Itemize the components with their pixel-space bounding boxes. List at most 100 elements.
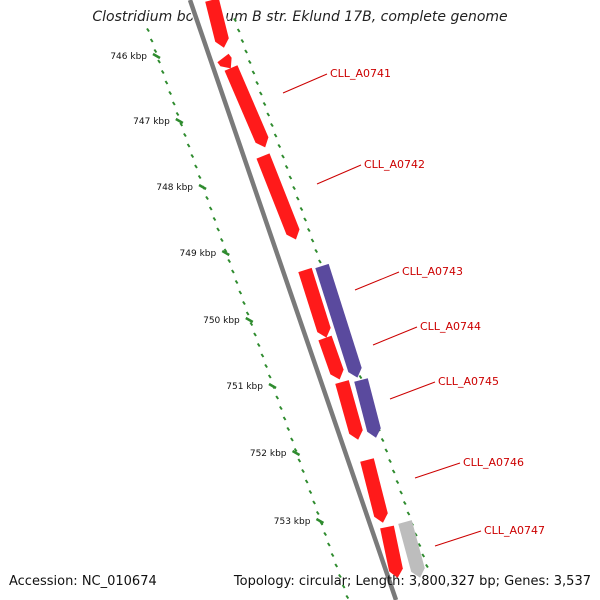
tick-dot xyxy=(266,112,271,117)
tick-dot xyxy=(270,122,274,128)
tick-dot xyxy=(334,563,339,568)
gene-arrow xyxy=(315,263,362,378)
kbp-tick-mark xyxy=(315,517,325,525)
tick-dot xyxy=(293,447,298,453)
tick-dot xyxy=(146,27,150,33)
major-tick-ring xyxy=(146,27,350,600)
tick-dot xyxy=(308,489,313,495)
gene-arrow xyxy=(298,267,331,338)
kbp-tick-mark xyxy=(198,183,207,191)
tick-dot xyxy=(341,584,346,589)
kbp-tick-label: 749 kbp xyxy=(180,249,217,259)
tick-dot xyxy=(264,363,268,369)
gene-leader-line xyxy=(389,381,436,400)
tick-dot xyxy=(421,553,426,558)
tick-dot xyxy=(212,216,217,222)
kbp-tick-mark xyxy=(245,316,254,324)
gene-label: CLL_A0743 xyxy=(402,265,463,278)
tick-dot xyxy=(227,258,232,264)
feature-blocks xyxy=(205,0,425,578)
tick-dot xyxy=(186,143,191,148)
kbp-tick-label: 750 kbp xyxy=(203,316,240,326)
tick-dot xyxy=(260,353,265,358)
tick-dot xyxy=(244,49,248,54)
tick-dot xyxy=(358,374,363,380)
tick-dot xyxy=(303,217,307,222)
tick-dot xyxy=(160,69,165,75)
gene-arrow xyxy=(398,520,425,578)
tick-dot xyxy=(247,59,252,65)
gene-arrow xyxy=(217,53,232,69)
tick-dot xyxy=(273,133,278,138)
tick-dot xyxy=(310,238,315,243)
genome-backbone xyxy=(187,0,399,600)
kbp-tick-mark xyxy=(221,249,230,257)
tick-dot xyxy=(277,143,282,149)
tick-dot xyxy=(183,132,187,138)
tick-dot xyxy=(164,80,169,85)
tick-dot xyxy=(240,38,245,44)
tick-dot xyxy=(275,395,280,400)
tick-dot xyxy=(175,111,180,117)
tick-dot xyxy=(168,90,172,96)
tick-dot xyxy=(259,91,263,96)
tick-dot xyxy=(262,101,267,107)
tick-dot xyxy=(406,511,411,516)
tick-dot xyxy=(299,206,304,212)
tick-dot xyxy=(286,426,291,432)
tick-dot xyxy=(380,437,385,443)
kbp-tick-mark xyxy=(175,117,184,125)
tick-dot xyxy=(402,500,407,506)
kbp-tick-label: 747 kbp xyxy=(133,117,170,127)
tick-dot xyxy=(255,80,259,86)
tick-dot xyxy=(282,416,287,421)
gene-label-leaders xyxy=(282,73,482,547)
tick-dot xyxy=(281,154,285,159)
gene-label: CLL_A0741 xyxy=(330,67,391,80)
gene-label: CLL_A0744 xyxy=(420,320,481,333)
tick-dot xyxy=(314,248,319,254)
kbp-tick-mark xyxy=(152,52,161,60)
tick-dot xyxy=(388,458,392,464)
tick-dot xyxy=(395,479,400,485)
tick-dot xyxy=(306,227,311,233)
tick-dot xyxy=(399,490,403,495)
kbp-tick-label: 752 kbp xyxy=(250,449,287,459)
gene-labels: CLL_A0741 CLL_A0742 CLL_A0743 CLL_A0744 CLL_… xyxy=(330,67,545,537)
tick-dot xyxy=(279,405,283,411)
tick-dot xyxy=(153,48,158,54)
gene-leader-line xyxy=(414,462,461,479)
tick-dot xyxy=(312,500,316,505)
tick-dot xyxy=(295,196,300,201)
genome-summary: Topology: circular; Length: 3,800,327 bp… xyxy=(233,574,591,589)
gene-arrow xyxy=(335,380,363,440)
gene-arrow xyxy=(318,335,344,380)
tick-dot xyxy=(345,594,350,600)
tick-dot xyxy=(157,59,161,64)
tick-dot xyxy=(284,164,289,170)
tick-dot xyxy=(149,38,154,43)
tick-dot xyxy=(197,174,202,180)
tick-dot xyxy=(315,510,320,516)
tick-dot xyxy=(219,237,224,243)
tick-dot xyxy=(301,468,305,474)
tick-dot xyxy=(290,437,294,442)
tick-dot xyxy=(205,195,209,201)
tick-dot xyxy=(330,552,335,558)
kbp-tick-label: 748 kbp xyxy=(156,183,193,193)
tick-dot xyxy=(249,321,254,327)
accession-text: Accession: NC_010674 xyxy=(9,574,157,589)
tick-dot xyxy=(318,259,322,264)
tick-dot xyxy=(223,248,228,253)
tick-dot xyxy=(297,458,302,463)
gene-arrow xyxy=(256,153,300,240)
kbp-tick-label: 746 kbp xyxy=(110,52,147,62)
tick-dot xyxy=(208,206,213,211)
tick-dot xyxy=(231,269,235,274)
tick-dot xyxy=(216,227,220,232)
tick-dot xyxy=(190,153,195,159)
tick-dot xyxy=(417,542,422,548)
tick-dot xyxy=(304,479,309,484)
tick-dot xyxy=(256,342,261,348)
